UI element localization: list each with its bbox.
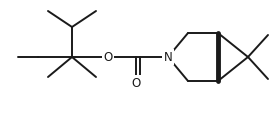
- Text: N: N: [164, 51, 172, 64]
- Text: O: O: [131, 77, 141, 90]
- Text: O: O: [103, 51, 113, 64]
